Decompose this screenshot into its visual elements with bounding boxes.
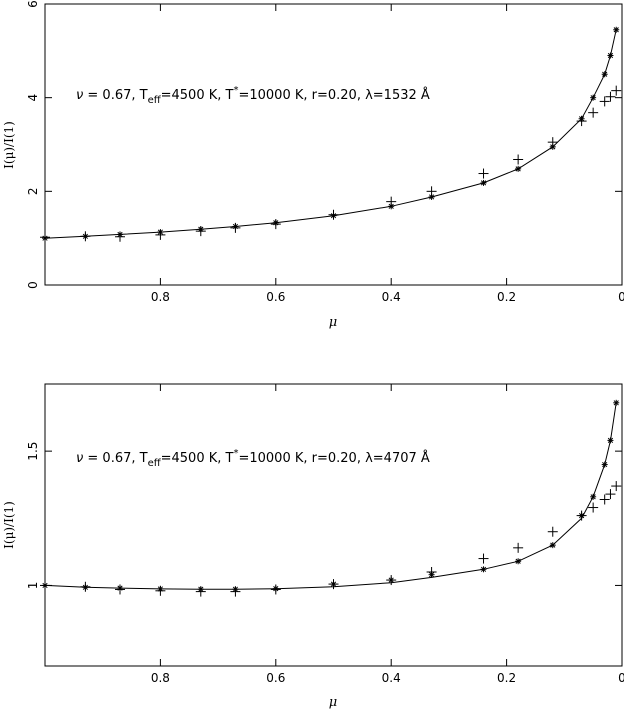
bottom-plus-point (40, 580, 50, 591)
bottom-asterisk-point (515, 558, 522, 565)
top-plus-point (40, 232, 50, 243)
top-annot-sup: * (233, 85, 238, 96)
bottom-plus-point (230, 586, 241, 597)
top-ytick-label: 6 (26, 0, 40, 8)
top-plus-point (195, 226, 206, 237)
top-plus-point (478, 168, 489, 179)
bottom-asterisk-point (480, 566, 487, 573)
bottom-xtick-label: 0.4 (382, 671, 401, 685)
bottom-plus-point (611, 481, 622, 492)
bottom-plus-point (270, 584, 281, 595)
bottom-plus-point (547, 526, 558, 537)
bottom-ylabel: I(μ)/I(1) (2, 501, 16, 549)
bottom-plus-point (576, 510, 587, 521)
top-xtick-label: 0.2 (497, 290, 516, 304)
top-asterisk-point (601, 71, 608, 78)
top-xtick-label: 0 (618, 290, 624, 304)
top-plus-point (605, 91, 616, 102)
bottom-asterisk-point (613, 399, 620, 406)
bottom-plus-point (386, 575, 397, 586)
bottom-plus-point (599, 494, 610, 505)
top-model-line (44, 29, 617, 239)
top-plus-point (426, 186, 437, 197)
top-plus-point (270, 219, 281, 230)
bottom-panel: I(μ)/I(1) μ ν = 0.67, Teff=4500 K, T*=10… (2, 383, 624, 709)
bottom-model-line (44, 402, 617, 590)
top-asterisk-point (590, 94, 597, 101)
bottom-plus-point (605, 489, 616, 500)
top-panel: I(μ)/I(1) μ ν = 0.67, Teff=4500 K, T*=10… (2, 0, 624, 330)
bottom-xtick-label: 0.6 (266, 671, 285, 685)
top-annot-nu: ν (76, 88, 83, 103)
top-plus-point (115, 231, 126, 242)
top-plus-point (576, 116, 587, 127)
bottom-asterisk-point (607, 437, 614, 444)
top-plus-point (599, 96, 610, 107)
bottom-asterisk-point (590, 493, 597, 500)
top-asterisk-point (613, 26, 620, 33)
bottom-annotation: ν = 0.67, Teff=4500 K, T*=10000 K, r=0.2… (76, 448, 430, 469)
bottom-plus-point (80, 581, 91, 592)
top-plot-frame (44, 3, 623, 286)
bottom-annot-sub: eff (148, 458, 162, 469)
bottom-asterisk-point (601, 461, 608, 468)
top-plus-point (547, 137, 558, 148)
bottom-annot-a3: =10000 K, r=0.20, λ=4707 Å (238, 450, 429, 466)
bottom-ytick-label: 1 (26, 582, 40, 590)
bottom-xtick-label: 0.8 (151, 671, 170, 685)
bottom-plus-point (328, 579, 339, 590)
top-ytick-label: 0 (26, 281, 40, 289)
top-xtick-label: 0.6 (266, 290, 285, 304)
bottom-plot-frame (44, 383, 623, 667)
bottom-annot-a1: = 0.67, T (83, 451, 147, 466)
top-ytick-label: 2 (26, 188, 40, 196)
top-annot-a2: =4500 K, T (161, 88, 234, 103)
top-asterisk-point (515, 165, 522, 172)
top-asterisk-point (480, 179, 487, 186)
bottom-annot-a2: =4500 K, T (161, 451, 234, 466)
bottom-plus-point (513, 542, 524, 553)
top-annot-a3: =10000 K, r=0.20, λ=1532 Å (238, 87, 429, 103)
top-plus-point (611, 85, 622, 96)
top-xlabel: μ (329, 315, 337, 330)
bottom-xtick-label: 0.2 (497, 671, 516, 685)
bottom-plus-point (478, 553, 489, 564)
top-plus-point (513, 154, 524, 165)
top-plus-point (230, 222, 241, 233)
top-plus-point (155, 229, 166, 240)
top-annot-a1: = 0.67, T (83, 88, 147, 103)
bottom-plus-point (588, 502, 599, 513)
top-xtick-label: 0.4 (382, 290, 401, 304)
top-ylabel: I(μ)/I(1) (2, 121, 16, 169)
bottom-annot-nu: ν (76, 451, 83, 466)
top-plus-point (328, 209, 339, 220)
top-ytick-label: 4 (26, 94, 40, 102)
bottom-plus-point (426, 567, 437, 577)
bottom-xlabel: μ (329, 695, 337, 709)
top-asterisk-point (607, 52, 614, 59)
top-plus-point (80, 231, 91, 242)
top-annotation: ν = 0.67, Teff=4500 K, T*=10000 K, r=0.2… (76, 85, 430, 106)
top-annot-sub: eff (148, 95, 162, 106)
top-xtick-label: 0.8 (151, 290, 170, 304)
bottom-xtick-label: 0 (618, 671, 624, 685)
bottom-plus-point (115, 584, 126, 595)
top-plus-point (588, 107, 599, 118)
bottom-asterisk-point (549, 542, 556, 549)
top-plus-point (386, 196, 397, 207)
bottom-annot-sup: * (233, 448, 238, 459)
bottom-plus-point (155, 585, 166, 596)
bottom-ytick-label: 1.5 (26, 442, 40, 461)
bottom-plus-point (195, 586, 206, 597)
